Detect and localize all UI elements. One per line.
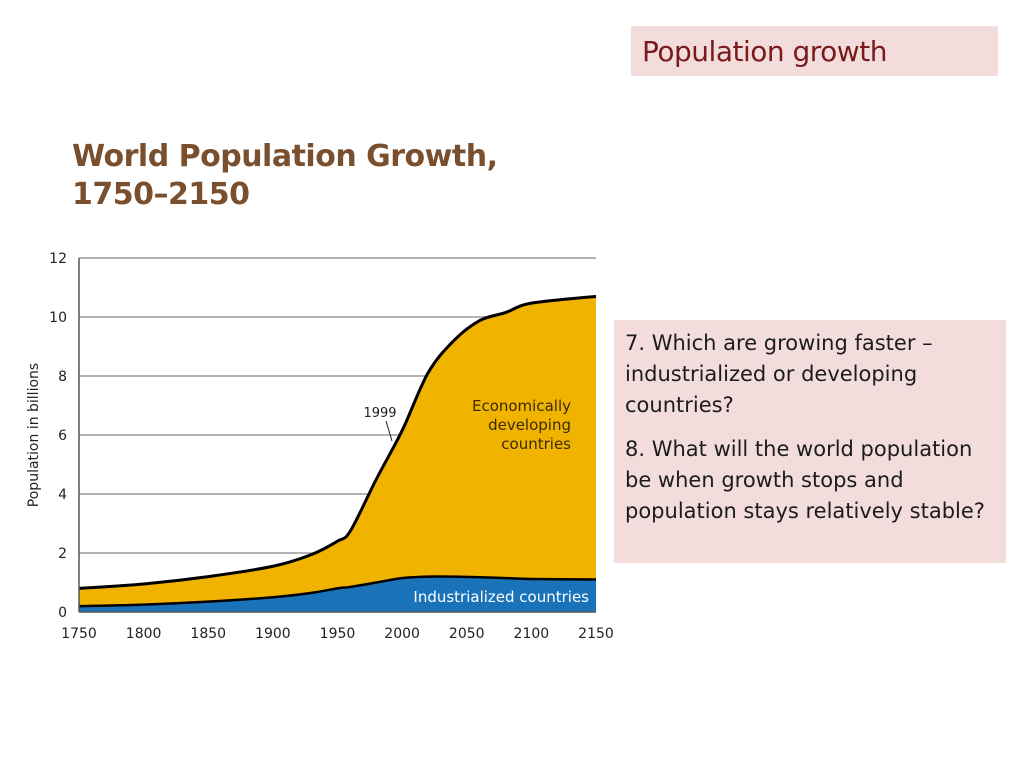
x-tick-label-2150: 2150 bbox=[578, 626, 614, 642]
label-developing-line-1: Economically bbox=[472, 397, 571, 415]
label-developing-line-2: developing bbox=[488, 416, 571, 434]
y-tick-label-0: 0 bbox=[58, 605, 67, 621]
x-tick-label-1900: 1900 bbox=[255, 626, 291, 642]
label-developing-line-3: countries bbox=[501, 435, 571, 453]
y-tick-label-12: 12 bbox=[49, 251, 67, 267]
y-tick-label-8: 8 bbox=[58, 369, 67, 385]
y-tick-label-6: 6 bbox=[58, 428, 67, 444]
line-total bbox=[78, 294, 597, 590]
x-tick-label-2050: 2050 bbox=[449, 626, 485, 642]
population-chart: 0 2 4 6 8 10 12 1750 1800 1850 1900 1950 2000 2050 210… bbox=[26, 251, 614, 642]
line-industrialized bbox=[78, 575, 597, 608]
x-tick-label-2100: 2100 bbox=[514, 626, 550, 642]
y-tick-label-4: 4 bbox=[58, 487, 67, 503]
y-axis-label: Population in billions bbox=[26, 363, 42, 507]
x-tick-label-1750: 1750 bbox=[61, 626, 97, 642]
slide-title: Population growth bbox=[642, 35, 887, 68]
questions-box: 7. Which are growing faster – industrial… bbox=[614, 320, 1006, 563]
y-tick-label-2: 2 bbox=[58, 546, 67, 562]
chart-title: World Population Growth, bbox=[72, 139, 498, 174]
annotation-1999: 1999 bbox=[363, 406, 396, 421]
x-tick-label-1800: 1800 bbox=[126, 626, 162, 642]
slide-title-box: Population growth bbox=[631, 26, 998, 76]
question-7: 7. Which are growing faster – industrial… bbox=[625, 331, 933, 417]
y-tick-label-10: 10 bbox=[49, 310, 67, 326]
chart-title-block: World Population Growth, 1750–2150 bbox=[72, 138, 498, 214]
annotation-1999-leader bbox=[385, 420, 393, 442]
label-industrialized: Industrialized countries bbox=[413, 588, 589, 606]
area-developing bbox=[79, 296, 596, 612]
x-tick-label-1950: 1950 bbox=[320, 626, 356, 642]
chart-subtitle: 1750–2150 bbox=[72, 177, 250, 212]
x-tick-label-1850: 1850 bbox=[190, 626, 226, 642]
x-tick-label-2000: 2000 bbox=[384, 626, 420, 642]
question-8: 8. What will the world population be whe… bbox=[625, 437, 985, 523]
area-industrialized bbox=[79, 576, 596, 612]
